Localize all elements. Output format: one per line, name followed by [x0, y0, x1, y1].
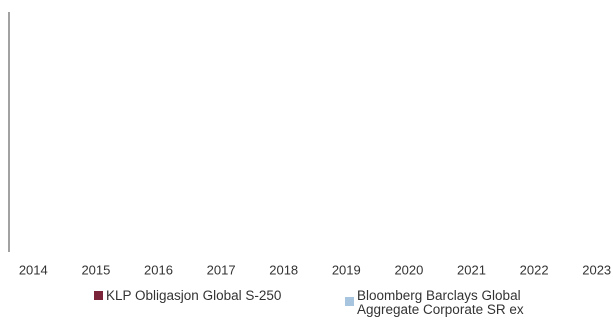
x-tick-label: 2021 [457, 262, 486, 277]
x-tick-label: 2017 [207, 262, 236, 277]
x-tick-label: 2019 [332, 262, 361, 277]
x-tick-label: 2016 [144, 262, 173, 277]
legend-label: KLP Obligasjon Global S-250 [106, 288, 282, 303]
x-tick-label: 2022 [520, 262, 549, 277]
legend-swatch [345, 297, 354, 306]
legend-swatch [94, 291, 103, 300]
legend-label: Bloomberg Barclays Global Aggregate Corp… [357, 288, 524, 317]
x-tick-label: 2023 [582, 262, 611, 277]
x-tick-label: 2020 [394, 262, 423, 277]
legend-item: Bloomberg Barclays Global Aggregate Corp… [345, 289, 545, 317]
plot: 2014 2015 2016 2017 2018 2019 2020 2021 2022 2023 [8, 12, 611, 277]
x-tick-label: 2014 [19, 262, 48, 277]
legend-item: KLP Obligasjon Global S-250 [94, 289, 324, 303]
x-tick-label: 2018 [269, 262, 298, 277]
x-tick-label: 2015 [81, 262, 110, 277]
